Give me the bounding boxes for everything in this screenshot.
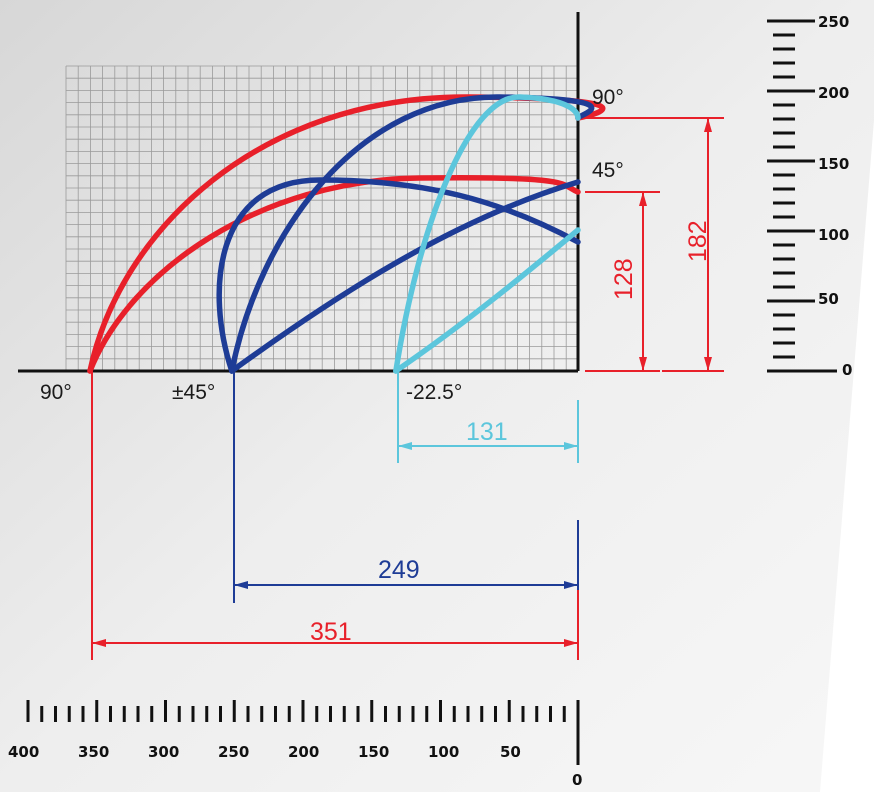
vertical-scale-label: 0 <box>842 361 853 379</box>
blue-curve-high <box>229 94 595 374</box>
cyan-curve-high <box>393 94 581 374</box>
reach-grid <box>65 65 578 372</box>
vertical-scale <box>767 19 837 373</box>
red-curve-90 <box>87 94 606 374</box>
angle-label-horizontal-90: 90° <box>40 381 72 404</box>
dimension-value-red-reach: 351 <box>310 618 352 646</box>
horizontal-scale-label: 0 <box>572 771 583 789</box>
horizontal-scale-label: 200 <box>288 743 320 761</box>
blue-curve-low <box>229 179 581 374</box>
dimension-line-cyan-arrow-right <box>564 442 578 450</box>
horizontal-scale-label: 300 <box>148 743 180 761</box>
dimension-line-blue-arrow-right <box>564 581 578 589</box>
dimension-line-height-45-arrow-bottom <box>639 357 647 371</box>
horizontal-scale-label: 150 <box>358 743 390 761</box>
dimension-value-height-90: 182 <box>684 220 712 262</box>
dimension-line-blue-arrow-left <box>234 581 248 589</box>
dimension-value-cyan-reach: 131 <box>466 418 508 446</box>
horizontal-scale <box>26 700 580 765</box>
angle-label-vertical-90: 90° <box>592 86 624 109</box>
cyan-curve-low <box>393 227 581 374</box>
dimension-line-red-arrow-left <box>92 639 106 647</box>
vertical-scale-label: 200 <box>818 84 850 102</box>
vertical-scale-label: 150 <box>818 155 850 173</box>
horizontal-scale-label: 100 <box>428 743 460 761</box>
angle-label-horizontal-45: ±45° <box>172 381 216 404</box>
dimension-line-height-90-arrow-top <box>704 118 712 132</box>
horizontal-scale-label: 400 <box>8 743 40 761</box>
vertical-scale-label: 100 <box>818 226 850 244</box>
dimension-line-height-90-arrow-bottom <box>704 357 712 371</box>
angle-label-vertical-45: 45° <box>592 159 624 182</box>
vertical-scale-label: 50 <box>818 290 839 308</box>
horizontal-scale-label: 350 <box>78 743 110 761</box>
horizontal-scale-label: 250 <box>218 743 250 761</box>
reach-curves <box>87 94 606 374</box>
dimension-line-red-arrow-right <box>564 639 578 647</box>
angle-label-horizontal-22: -22.5° <box>406 381 463 404</box>
dimension-value-height-45: 128 <box>610 258 638 300</box>
dimension-line-cyan-arrow-left <box>398 442 412 450</box>
vertical-scale-label: 250 <box>818 13 850 31</box>
dimension-line-height-45-arrow-top <box>639 192 647 206</box>
dimension-value-blue-reach: 249 <box>378 556 420 584</box>
horizontal-scale-label: 50 <box>500 743 521 761</box>
dimension-lines <box>91 117 724 660</box>
